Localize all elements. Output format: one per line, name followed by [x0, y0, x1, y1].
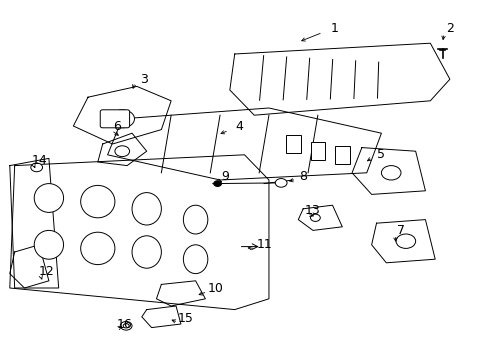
- Ellipse shape: [81, 232, 115, 265]
- Text: 10: 10: [207, 282, 223, 294]
- Bar: [334, 146, 349, 164]
- Text: 14: 14: [31, 154, 47, 167]
- Text: 8: 8: [299, 170, 306, 183]
- Circle shape: [395, 234, 415, 248]
- Text: 5: 5: [377, 148, 385, 161]
- Polygon shape: [371, 220, 434, 263]
- Circle shape: [275, 179, 286, 187]
- Text: 11: 11: [256, 238, 271, 251]
- Text: 7: 7: [396, 224, 404, 237]
- Polygon shape: [10, 245, 49, 288]
- Ellipse shape: [81, 185, 115, 218]
- Circle shape: [381, 166, 400, 180]
- Text: 16: 16: [117, 318, 132, 331]
- Ellipse shape: [34, 184, 63, 212]
- Text: 15: 15: [178, 312, 193, 325]
- Bar: [310, 142, 325, 160]
- FancyBboxPatch shape: [100, 110, 129, 128]
- Text: 4: 4: [235, 120, 243, 132]
- Polygon shape: [73, 86, 171, 144]
- Polygon shape: [156, 281, 205, 306]
- Text: 1: 1: [330, 22, 338, 35]
- Polygon shape: [98, 133, 146, 166]
- Ellipse shape: [34, 230, 63, 259]
- Text: 2: 2: [445, 22, 453, 35]
- Circle shape: [115, 146, 129, 157]
- Polygon shape: [351, 148, 425, 194]
- Text: 9: 9: [221, 170, 228, 183]
- Ellipse shape: [183, 205, 207, 234]
- Circle shape: [213, 181, 221, 186]
- Text: 12: 12: [39, 265, 54, 278]
- Polygon shape: [10, 158, 59, 288]
- Text: 3: 3: [140, 73, 148, 86]
- Circle shape: [110, 110, 134, 128]
- Text: 6: 6: [113, 120, 121, 132]
- Ellipse shape: [132, 193, 161, 225]
- Ellipse shape: [132, 236, 161, 268]
- Ellipse shape: [183, 245, 207, 274]
- Polygon shape: [298, 205, 342, 230]
- Polygon shape: [10, 155, 268, 310]
- Text: 13: 13: [305, 204, 320, 217]
- Polygon shape: [142, 306, 181, 328]
- Circle shape: [310, 214, 320, 221]
- Circle shape: [31, 163, 42, 172]
- Polygon shape: [107, 108, 381, 180]
- Circle shape: [120, 321, 132, 330]
- Polygon shape: [229, 43, 449, 115]
- Circle shape: [123, 324, 129, 328]
- Bar: [285, 135, 300, 153]
